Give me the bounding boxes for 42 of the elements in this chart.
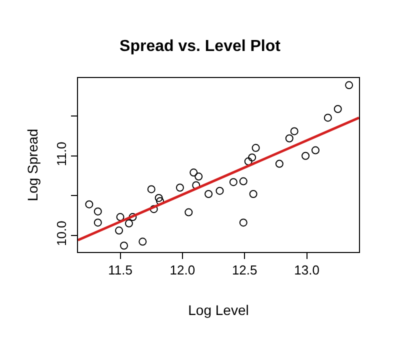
point	[150, 205, 158, 214]
point	[184, 208, 193, 216]
point	[239, 177, 248, 186]
point	[128, 213, 137, 222]
point	[334, 104, 342, 113]
point	[190, 168, 198, 177]
point	[324, 114, 332, 122]
point	[311, 146, 320, 154]
point	[176, 184, 184, 192]
point	[124, 219, 133, 228]
chart-title: Spread vs. Level Plot	[120, 38, 282, 56]
point	[239, 218, 248, 227]
point	[302, 152, 310, 160]
point	[244, 157, 252, 166]
point	[285, 134, 294, 142]
point	[147, 185, 156, 194]
point	[204, 190, 213, 198]
y-tick-label: 11.0	[54, 142, 69, 166]
point	[120, 242, 128, 250]
point	[229, 178, 238, 186]
point	[290, 127, 298, 136]
point	[252, 144, 260, 152]
y-axis-title: Log Spread	[24, 128, 40, 202]
point	[249, 190, 258, 198]
point	[216, 186, 224, 195]
y-tick-label: 10.0	[54, 220, 69, 246]
x-axis-title: Log Level	[188, 302, 249, 318]
point	[94, 218, 102, 227]
point	[345, 81, 354, 90]
x-tick-label: 13.0	[294, 262, 320, 278]
point	[194, 172, 203, 181]
point	[154, 194, 163, 202]
x-tick-label: 12.0	[170, 262, 196, 278]
point	[115, 226, 124, 235]
point	[85, 200, 94, 208]
x-tick-label: 11.5	[108, 262, 132, 278]
point	[94, 207, 102, 216]
point	[275, 160, 284, 168]
point	[116, 213, 124, 222]
point	[248, 153, 256, 162]
point	[138, 238, 147, 246]
x-tick-label: 12.5	[232, 262, 258, 278]
